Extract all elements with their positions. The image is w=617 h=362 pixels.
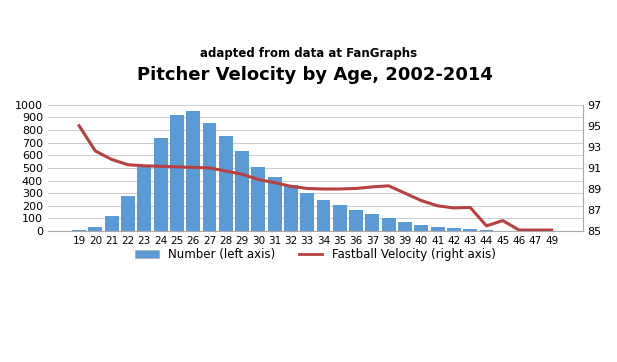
Bar	[398, 222, 412, 231]
Bar	[251, 167, 265, 231]
Bar	[447, 228, 461, 231]
Bar	[88, 227, 102, 231]
Bar	[72, 230, 86, 231]
Bar	[317, 199, 331, 231]
Bar	[202, 123, 217, 231]
Bar	[349, 210, 363, 231]
Bar	[138, 167, 151, 231]
Bar	[431, 227, 444, 231]
Bar	[300, 193, 314, 231]
Bar	[219, 136, 233, 231]
Bar	[105, 216, 118, 231]
Bar	[382, 219, 395, 231]
Bar	[186, 111, 200, 231]
Bar	[154, 138, 167, 231]
Bar	[415, 225, 428, 231]
Legend: Number (left axis), Fastball Velocity (right axis): Number (left axis), Fastball Velocity (r…	[130, 243, 500, 266]
Bar	[170, 115, 184, 231]
Title: Pitcher Velocity by Age, 2002-2014: Pitcher Velocity by Age, 2002-2014	[138, 66, 494, 84]
Bar	[333, 205, 347, 231]
Bar	[121, 196, 135, 231]
Text: adapted from data at FanGraphs: adapted from data at FanGraphs	[200, 47, 417, 60]
Bar	[284, 185, 298, 231]
Bar	[268, 177, 281, 231]
Bar	[365, 214, 379, 231]
Bar	[235, 151, 249, 231]
Bar	[463, 229, 477, 231]
